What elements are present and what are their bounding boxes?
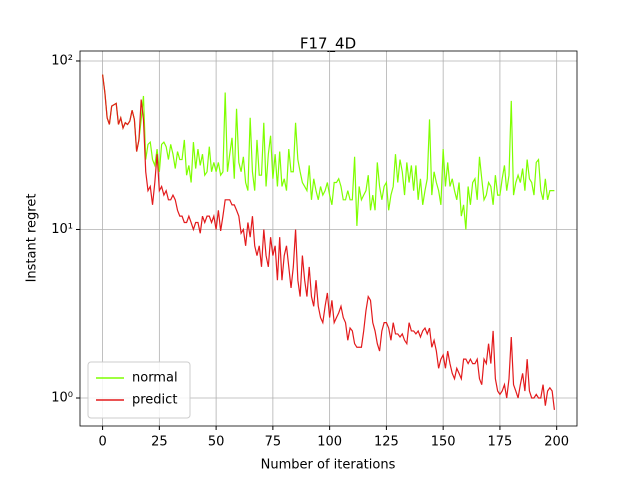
x-tick-label: 100 <box>317 435 342 450</box>
y-tick-label: 10⁰ <box>51 390 73 405</box>
x-tick-label: 125 <box>374 435 399 450</box>
x-tick-label: 50 <box>208 435 225 450</box>
plot-frame <box>79 50 578 427</box>
x-tick-label: 25 <box>151 435 168 450</box>
x-tick-label: 150 <box>431 435 456 450</box>
x-tick-label: 175 <box>488 435 513 450</box>
legend-box <box>87 361 191 419</box>
legend-label: normal <box>132 371 178 386</box>
x-tick-label: 200 <box>544 435 569 450</box>
data-line <box>101 74 556 410</box>
legend-label: predict <box>132 393 177 408</box>
chart-title: F17_4D <box>300 35 356 54</box>
y-tick-label: 10¹ <box>51 222 73 237</box>
x-tick-label: 0 <box>98 435 106 450</box>
y-axis-label: Instant regret <box>25 194 40 283</box>
x-tick-label: 75 <box>265 435 282 450</box>
y-tick-label: 10² <box>51 53 73 68</box>
x-axis-label: Number of iterations <box>261 458 396 473</box>
data-line <box>101 74 555 230</box>
